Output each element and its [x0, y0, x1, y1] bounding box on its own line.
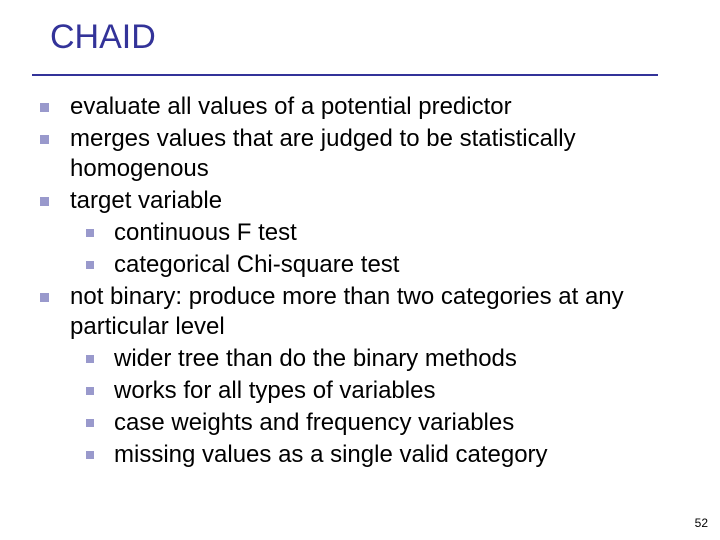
list-item: continuous F test [70, 218, 690, 248]
bullet-list: evaluate all values of a potential predi… [32, 92, 690, 470]
bullet-text: evaluate all values of a potential predi… [70, 93, 512, 120]
bullet-sublist: wider tree than do the binary methods wo… [70, 344, 690, 470]
bullet-text: not binary: produce more than two catego… [70, 283, 624, 340]
list-item: case weights and frequency variables [70, 408, 690, 438]
list-item: not binary: produce more than two catego… [32, 282, 690, 470]
slide-body: evaluate all values of a potential predi… [32, 92, 690, 472]
bullet-text: wider tree than do the binary methods [114, 345, 517, 372]
bullet-text: missing values as a single valid categor… [114, 441, 548, 468]
title-divider [32, 74, 658, 76]
bullet-sublist: continuous F test categorical Chi-square… [70, 218, 690, 280]
page-number: 52 [695, 516, 708, 530]
list-item: target variable continuous F test catego… [32, 186, 690, 280]
list-item: works for all types of variables [70, 376, 690, 406]
bullet-text: merges values that are judged to be stat… [70, 125, 576, 182]
list-item: merges values that are judged to be stat… [32, 124, 690, 184]
bullet-text: categorical Chi-square test [114, 251, 399, 278]
slide: CHAID evaluate all values of a potential… [0, 0, 720, 540]
bullet-text: case weights and frequency variables [114, 409, 514, 436]
list-item: evaluate all values of a potential predi… [32, 92, 690, 122]
bullet-text: target variable [70, 187, 222, 214]
bullet-text: continuous F test [114, 219, 297, 246]
bullet-text: works for all types of variables [114, 377, 435, 404]
slide-title: CHAID [50, 18, 156, 57]
list-item: wider tree than do the binary methods [70, 344, 690, 374]
list-item: categorical Chi-square test [70, 250, 690, 280]
list-item: missing values as a single valid categor… [70, 440, 690, 470]
